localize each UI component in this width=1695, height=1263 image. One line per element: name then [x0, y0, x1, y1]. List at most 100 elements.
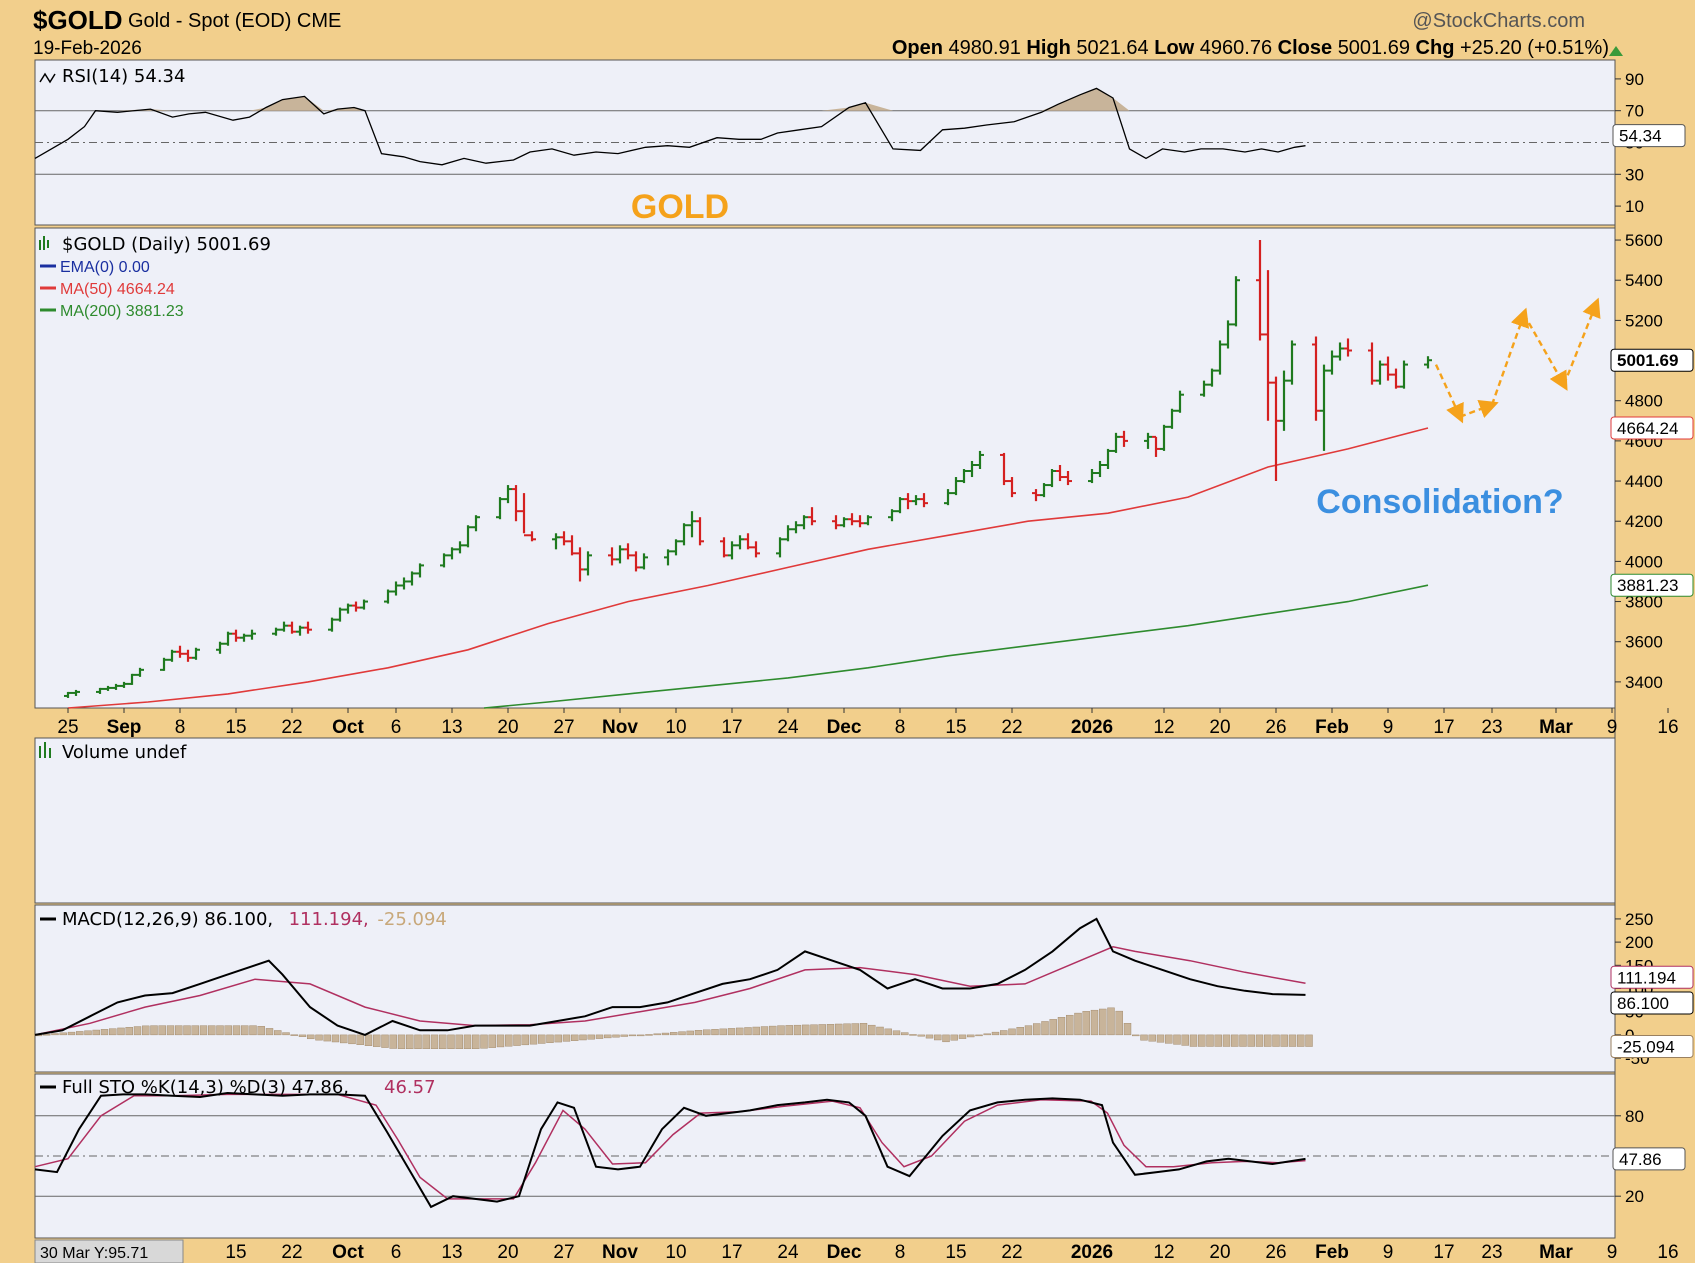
price-bar [616, 545, 624, 564]
price-bar [736, 535, 744, 550]
bottom-date-tick-label: 22 [1001, 1242, 1022, 1263]
date-tick-label: 10 [665, 717, 686, 738]
date-tick-label: 2026 [1071, 717, 1113, 738]
macd-histogram-bar [142, 1025, 150, 1036]
macd-histogram-bar [100, 1029, 109, 1036]
macd-histogram-bar [1107, 1007, 1115, 1036]
close-label: Close [1277, 37, 1333, 59]
macd-histogram-bar [802, 1024, 810, 1036]
macd-histogram-bar [274, 1030, 282, 1036]
close-value: 5001.69 [1337, 37, 1410, 59]
gold-annotation: GOLD [631, 188, 729, 226]
price-bar [624, 543, 632, 560]
macd-histogram-bar [340, 1034, 348, 1044]
macd-histogram-bar [447, 1034, 455, 1050]
price-bar [976, 450, 984, 470]
bottom-date-tick-label: 13 [441, 1242, 462, 1263]
price-bar [552, 533, 560, 550]
macd-histogram-bar [166, 1025, 175, 1036]
price-bar [72, 689, 80, 696]
macd-value-tag [1610, 965, 1694, 989]
macd-histogram-bar [736, 1027, 744, 1036]
price-tag [1610, 573, 1694, 597]
price-bar [1392, 368, 1400, 389]
price-bar [848, 513, 856, 526]
macd-histogram-bar [1189, 1034, 1198, 1047]
macd-histogram-bar [150, 1025, 158, 1036]
date-tick-label: 24 [777, 717, 799, 738]
price-bar [1288, 340, 1296, 385]
macd-histogram-bar [925, 1034, 934, 1039]
price-bar [248, 629, 256, 640]
macd-histogram-bar [183, 1025, 191, 1036]
price-bar [512, 485, 520, 522]
macd-histogram-bar [868, 1024, 876, 1036]
macd-histogram-bar [133, 1026, 142, 1036]
price-bar [776, 537, 784, 558]
price-bar [784, 525, 792, 542]
price-bar [528, 531, 536, 542]
macd-histogram-bar [719, 1028, 727, 1036]
macd-histogram-bar [851, 1023, 859, 1036]
macd-histogram-bar [1082, 1011, 1090, 1036]
price-bar [216, 641, 224, 654]
macd-histogram-bar [909, 1034, 917, 1036]
macd-histogram-bar [595, 1034, 604, 1039]
price-bar [296, 625, 304, 636]
macd-histogram-bar [298, 1034, 307, 1037]
price-bar [360, 599, 368, 610]
ma200-line [483, 584, 1429, 709]
macd-histogram-bar [760, 1026, 769, 1036]
price-bar [920, 493, 928, 508]
macd-histogram-bar [373, 1034, 381, 1047]
price-legend-icon [39, 236, 49, 250]
price-bar [136, 667, 144, 677]
price-tick-label: 3800 [1625, 593, 1663, 612]
macd-line [34, 917, 1306, 1036]
price-bar [1200, 380, 1208, 397]
macd-histogram-bar [1123, 1023, 1132, 1036]
price-bar [864, 515, 872, 526]
date-tick-label: 8 [895, 717, 906, 738]
macd-histogram-bar [1066, 1014, 1074, 1036]
price-bar [1064, 471, 1072, 486]
macd-histogram-bar [59, 1032, 67, 1036]
date-tick-label: 13 [441, 717, 462, 738]
macd-histogram-bar [1000, 1030, 1008, 1036]
price-tick-label: 3400 [1625, 673, 1663, 692]
macd-value-tag [1610, 1035, 1694, 1059]
macd-histogram-bar [942, 1034, 950, 1043]
price-bar [288, 621, 296, 634]
stockcharts-watermark[interactable]: @StockCharts.com [1412, 10, 1585, 32]
date-tick-label: Feb [1315, 717, 1349, 738]
macd-histogram-bar [1297, 1034, 1305, 1047]
price-bar [720, 537, 728, 558]
rsi-overbought-fill [35, 88, 1306, 111]
price-bar [672, 539, 680, 556]
macd-histogram-bar [92, 1029, 100, 1036]
date-tick-label: Sep [107, 717, 142, 738]
bottom-date-tick-label: 24 [777, 1242, 799, 1263]
rsi-tick-label: 10 [1625, 197, 1644, 216]
bottom-date-tick-label: 9 [1383, 1242, 1394, 1263]
macd-histogram-bar [1272, 1034, 1280, 1047]
macd-histogram-bar [1016, 1027, 1024, 1036]
price-bar [448, 547, 456, 560]
high-label: High [1026, 37, 1071, 59]
date-tick-label: 12 [1153, 717, 1174, 738]
rsi-title: RSI(14) 54.34 [62, 66, 185, 87]
price-bar [744, 533, 752, 550]
bottom-date-tick-label: 26 [1265, 1242, 1286, 1263]
date-tick-label: 22 [281, 717, 302, 738]
macd-legend-entry: 111.194, [289, 909, 369, 930]
macd-histogram-bar [406, 1034, 414, 1050]
price-bar [568, 535, 576, 556]
price-bar [168, 649, 176, 662]
macd-histogram-bar [793, 1024, 802, 1036]
price-bar [608, 547, 616, 566]
projection-arrow [1562, 297, 1601, 386]
rsi-tick-label: 90 [1625, 70, 1644, 89]
price-bar [1320, 364, 1328, 451]
price-tick-label: 5400 [1625, 271, 1663, 290]
